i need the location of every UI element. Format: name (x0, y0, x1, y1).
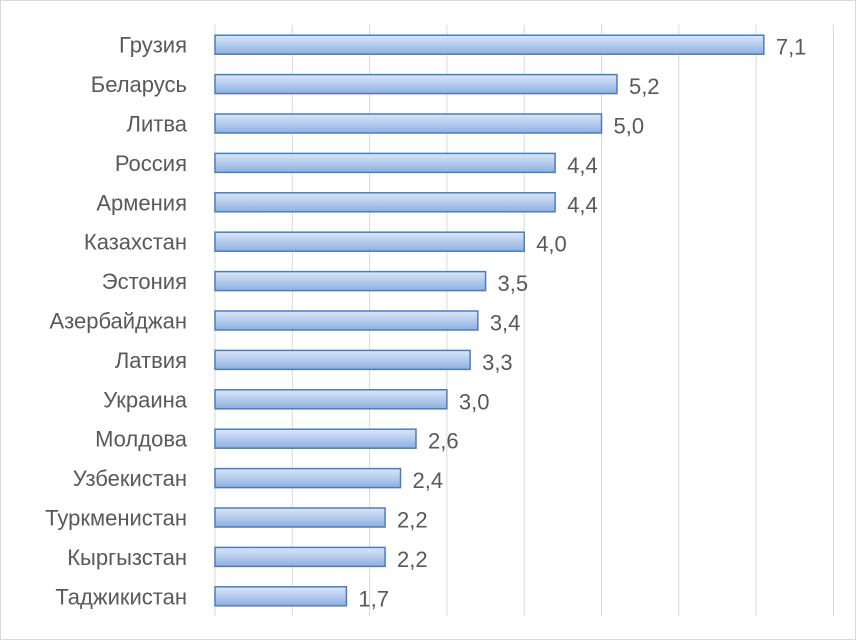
category-label: Кыргызстан (67, 545, 187, 570)
bar (214, 389, 448, 410)
category-label: Таджикистан (55, 584, 187, 609)
bar (214, 73, 618, 95)
bar (214, 586, 348, 607)
bars (214, 34, 765, 607)
value-label: 5,0 (614, 114, 645, 139)
category-label: Россия (115, 151, 187, 176)
value-label: 2,4 (413, 468, 444, 493)
value-label: 3,3 (482, 350, 513, 375)
category-label: Латвия (115, 348, 187, 373)
category-label: Казахстан (84, 230, 187, 255)
category-label: Узбекистан (73, 466, 187, 491)
value-label: 3,4 (490, 311, 521, 336)
value-label: 4,4 (567, 192, 598, 217)
category-label: Туркменистан (45, 506, 187, 531)
value-label: 4,0 (536, 232, 567, 257)
category-label: Украина (103, 387, 188, 412)
bar (214, 113, 603, 134)
value-label: 2,2 (397, 508, 428, 533)
value-label: 7,1 (776, 35, 807, 60)
bar (214, 349, 471, 371)
category-label: Грузия (119, 33, 187, 58)
bar (214, 192, 556, 213)
bar (214, 507, 386, 528)
bar (214, 231, 525, 252)
category-label: Армения (96, 190, 187, 215)
category-label: Молдова (95, 427, 188, 452)
bar (214, 310, 479, 331)
value-label: 4,4 (567, 153, 598, 178)
value-label: 5,2 (629, 74, 660, 99)
bar (214, 546, 386, 568)
category-label: Беларусь (91, 72, 187, 97)
bar (214, 270, 487, 292)
value-label: 3,0 (459, 389, 490, 414)
value-label: 2,2 (397, 547, 428, 572)
category-label: Литва (127, 112, 188, 137)
value-label: 1,7 (358, 586, 389, 611)
category-label: Эстония (102, 269, 187, 294)
value-label: 3,5 (498, 271, 529, 296)
bar (214, 467, 402, 489)
value-labels: 7,15,25,04,44,44,03,53,43,33,02,62,42,22… (358, 35, 806, 612)
category-labels: Грузия Беларусь Литва Россия Армения Казахста… (45, 33, 188, 610)
bar (214, 428, 417, 449)
value-label: 2,6 (428, 429, 459, 454)
bar (214, 152, 556, 174)
bar (214, 34, 765, 55)
category-label: Азербайджан (49, 309, 187, 334)
